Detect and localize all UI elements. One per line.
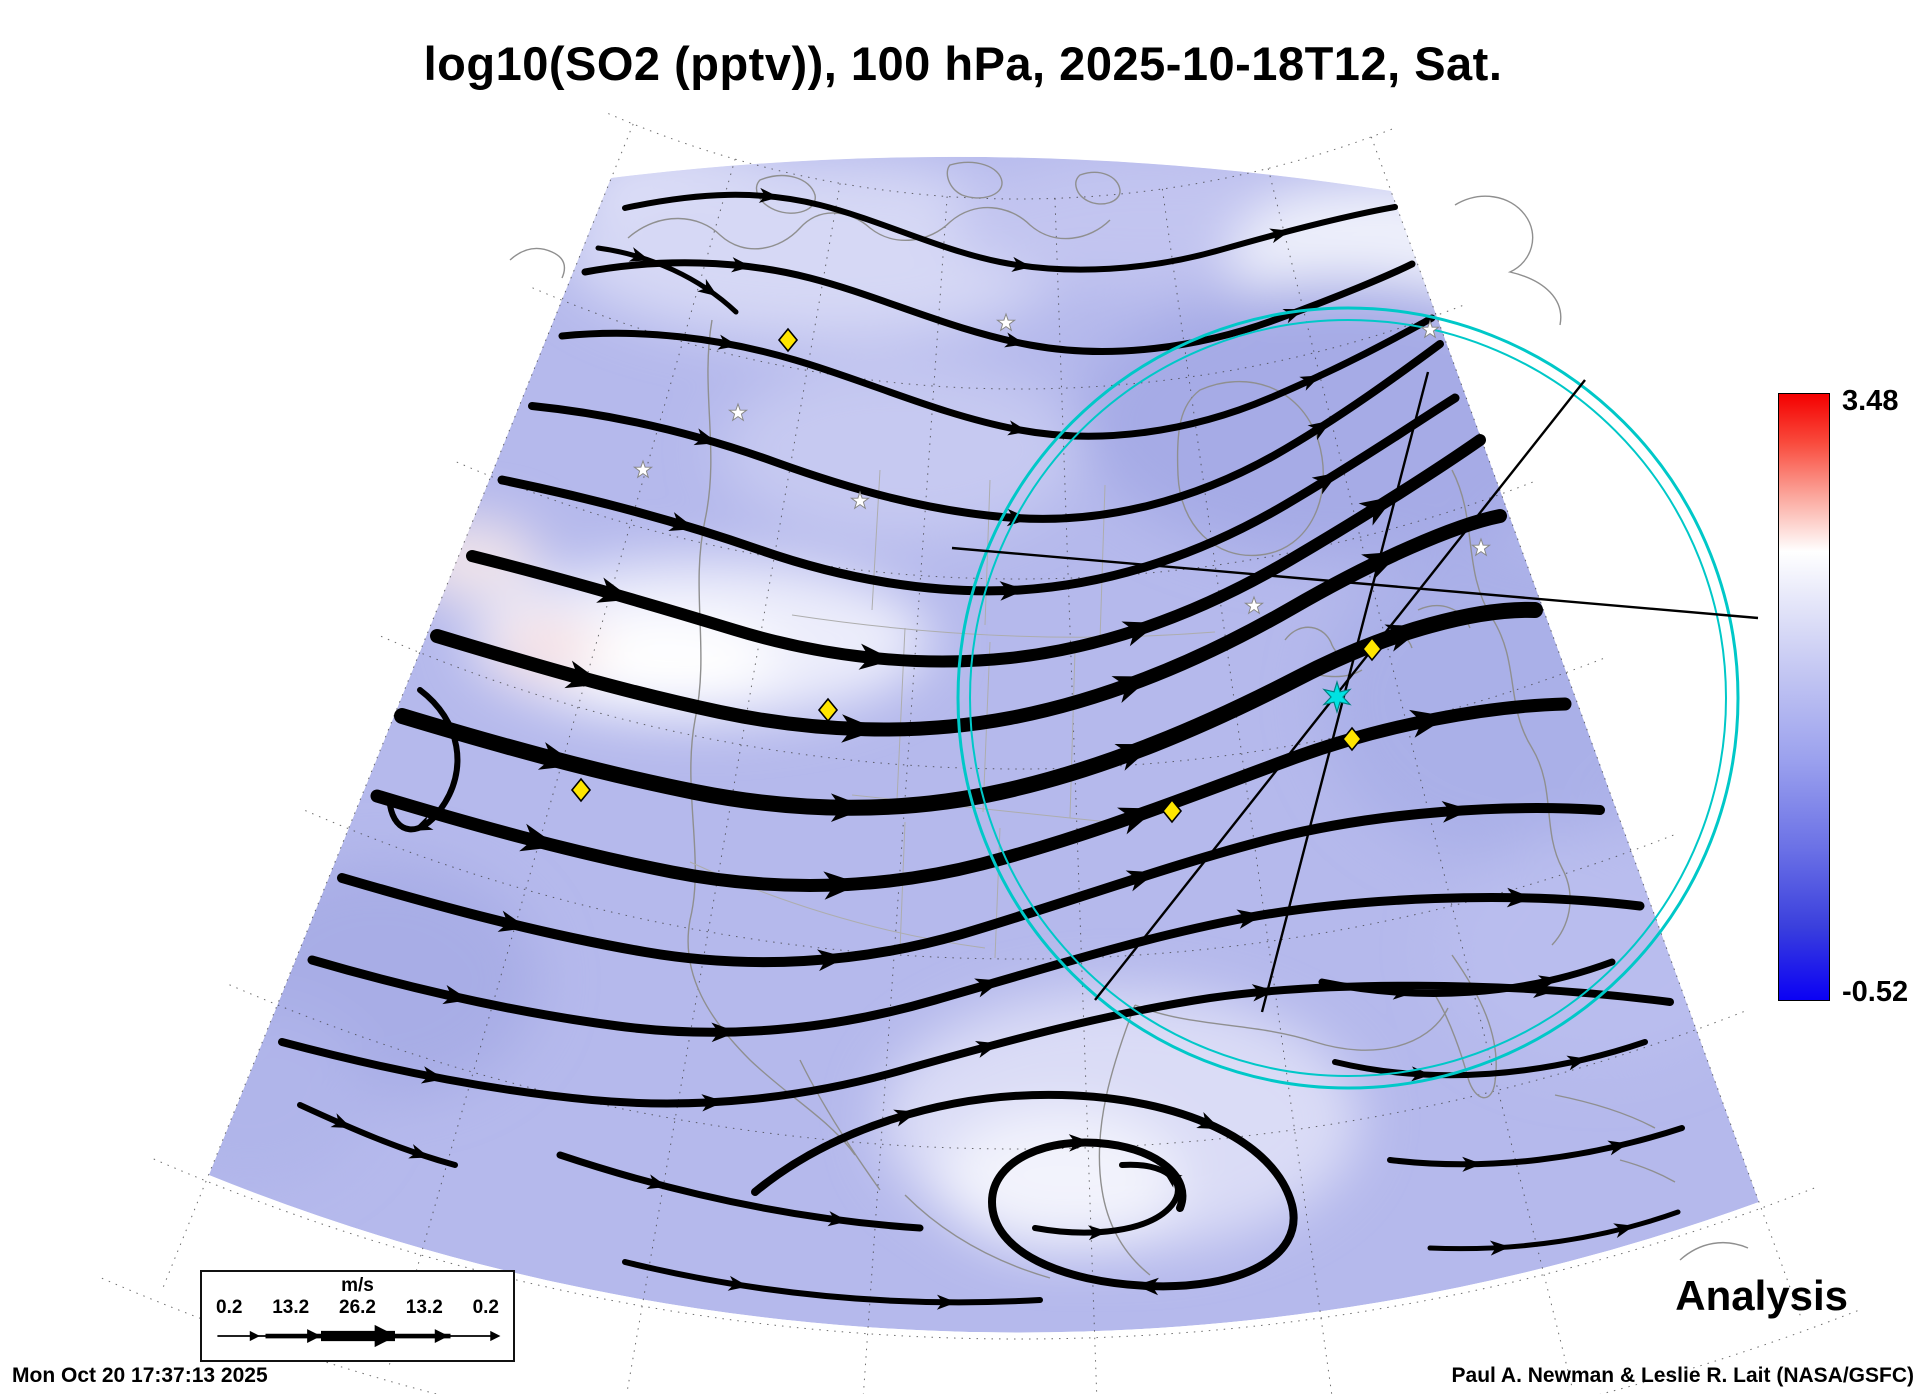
analysis-label: Analysis bbox=[1675, 1272, 1848, 1319]
diamond-marker bbox=[1161, 798, 1183, 824]
wind-tick: 0.2 bbox=[472, 1297, 499, 1318]
footer-timestamp: Mon Oct 20 17:37:13 2025 bbox=[12, 1364, 268, 1387]
wind-tick: 13.2 bbox=[405, 1297, 443, 1318]
star-marker bbox=[849, 490, 871, 510]
so2-fill-layer bbox=[209, 156, 1759, 1333]
star-marker bbox=[632, 459, 654, 479]
plot-title: log10(SO2 (pptv)), 100 hPa, 2025-10-18T1… bbox=[423, 37, 1503, 90]
colorbar: 3.48 -0.52 bbox=[1778, 385, 1908, 1008]
wind-speed-legend: m/s 0.2 13.2 26.2 13.2 0.2 bbox=[200, 1270, 515, 1362]
star-marker bbox=[1470, 537, 1492, 557]
star-marker bbox=[1419, 319, 1441, 339]
wind-tick: 26.2 bbox=[339, 1297, 376, 1318]
wind-arrow-glyph bbox=[216, 1324, 500, 1348]
wind-units-label: m/s bbox=[341, 1275, 374, 1296]
colorbar-max-label: 3.48 bbox=[1842, 385, 1899, 417]
diamond-marker bbox=[777, 327, 799, 353]
cyan-star-marker bbox=[1322, 679, 1352, 715]
diamond-marker bbox=[570, 777, 592, 803]
star-marker bbox=[1243, 595, 1265, 615]
diamond-marker bbox=[1341, 726, 1363, 752]
colorbar-min-label: -0.52 bbox=[1842, 976, 1909, 1008]
diamond-marker bbox=[817, 697, 839, 723]
wind-tick: 0.2 bbox=[216, 1297, 243, 1318]
star-marker bbox=[727, 402, 749, 422]
star-marker bbox=[995, 312, 1017, 332]
colorbar-gradient bbox=[1778, 393, 1830, 1001]
wind-tick-labels: 0.2 13.2 26.2 13.2 0.2 bbox=[202, 1297, 513, 1319]
diamond-marker bbox=[1361, 636, 1383, 662]
streamline-arrowhead-layer bbox=[330, 187, 1635, 1310]
wind-tick: 13.2 bbox=[272, 1297, 310, 1318]
marker-layer bbox=[570, 312, 1492, 824]
footer-credit: Paul A. Newman & Leslie R. Lait (NASA/GS… bbox=[1451, 1364, 1914, 1387]
